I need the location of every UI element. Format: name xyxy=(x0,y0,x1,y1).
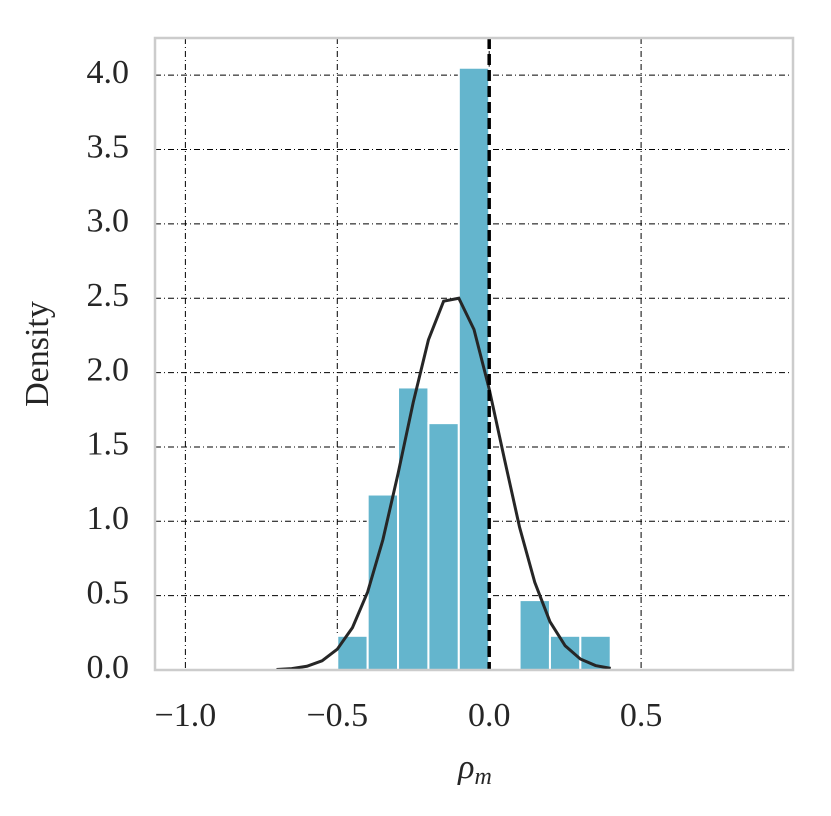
y-tick-label: 1.0 xyxy=(87,500,130,537)
y-tick-label: 0.0 xyxy=(87,649,130,686)
x-axis-label: ρm xyxy=(457,749,492,790)
x-label-subscript: m xyxy=(474,764,491,790)
bar xyxy=(548,634,582,672)
x-tick-label: 0.0 xyxy=(468,697,511,734)
bar xyxy=(397,386,430,671)
y-tick-label: 3.5 xyxy=(87,128,130,165)
x-tick-label: −0.5 xyxy=(306,697,368,734)
bar xyxy=(366,493,400,672)
bar xyxy=(427,422,460,671)
y-tick-label: 4.0 xyxy=(87,54,130,91)
y-tick-label: 3.0 xyxy=(87,203,130,240)
x-tick-label: −1.0 xyxy=(155,697,217,734)
plot-frame xyxy=(153,36,795,672)
x-label-base: ρ xyxy=(457,749,474,786)
x-tick-label: 0.5 xyxy=(620,697,663,734)
y-tick-label: 2.0 xyxy=(87,351,130,388)
y-tick-label: 0.5 xyxy=(87,574,130,611)
y-tick-label: 2.5 xyxy=(87,277,130,314)
density-curve xyxy=(276,296,611,672)
y-tick-label: 1.5 xyxy=(87,426,130,463)
y-axis-label: Density xyxy=(19,301,56,407)
